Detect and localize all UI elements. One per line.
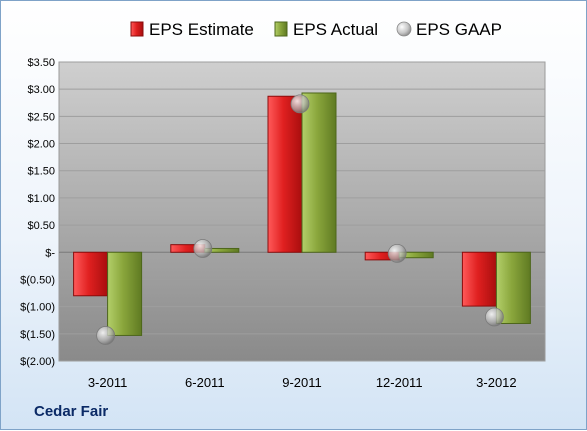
legend-actual-swatch <box>274 21 288 37</box>
eps-gaap-marker <box>96 326 115 345</box>
legend-actual-label: EPS Actual <box>293 20 378 39</box>
y-tick-label: $1.50 <box>27 166 55 178</box>
x-tick-label: 3-2012 <box>476 375 516 390</box>
x-tick-label: 6-2011 <box>185 375 225 390</box>
eps-estimate-bar <box>267 95 303 253</box>
x-tick-label: 9-2011 <box>282 375 322 390</box>
eps-gaap-marker <box>193 239 213 258</box>
y-tick-label: $0.50 <box>27 220 55 232</box>
y-tick-label: $2.50 <box>27 111 55 123</box>
legend-estimate-label: EPS Estimate <box>149 20 254 39</box>
y-tick-label: $(1.50) <box>20 329 55 341</box>
eps-actual-bar <box>301 92 337 253</box>
y-tick-label: $2.00 <box>27 139 55 151</box>
x-tick-label: 12-2011 <box>376 375 423 390</box>
eps-estimate-bar <box>73 251 109 297</box>
y-tick-label: $(0.50) <box>20 274 55 286</box>
eps-gaap-marker <box>387 243 407 263</box>
legend-gaap-swatch <box>396 21 412 37</box>
company-name: Cedar Fair <box>34 403 109 420</box>
x-tick-label: 3-2011 <box>88 375 128 390</box>
y-tick-label: $(1.00) <box>20 302 55 314</box>
y-tick-label: $1.00 <box>27 193 55 205</box>
eps-estimate-bar <box>461 251 497 307</box>
eps-gaap-marker <box>484 307 504 327</box>
legend-gaap-label: EPS GAAP <box>416 20 502 39</box>
eps-gaap-marker <box>290 94 310 114</box>
y-tick-label: $(2.00) <box>20 356 55 368</box>
y-tick-label: $3.00 <box>27 84 55 96</box>
y-tick-label: $3.50 <box>27 57 55 69</box>
legend-estimate-swatch <box>130 21 144 37</box>
y-tick-label: $- <box>45 247 55 259</box>
eps-actual-bar <box>107 251 143 336</box>
